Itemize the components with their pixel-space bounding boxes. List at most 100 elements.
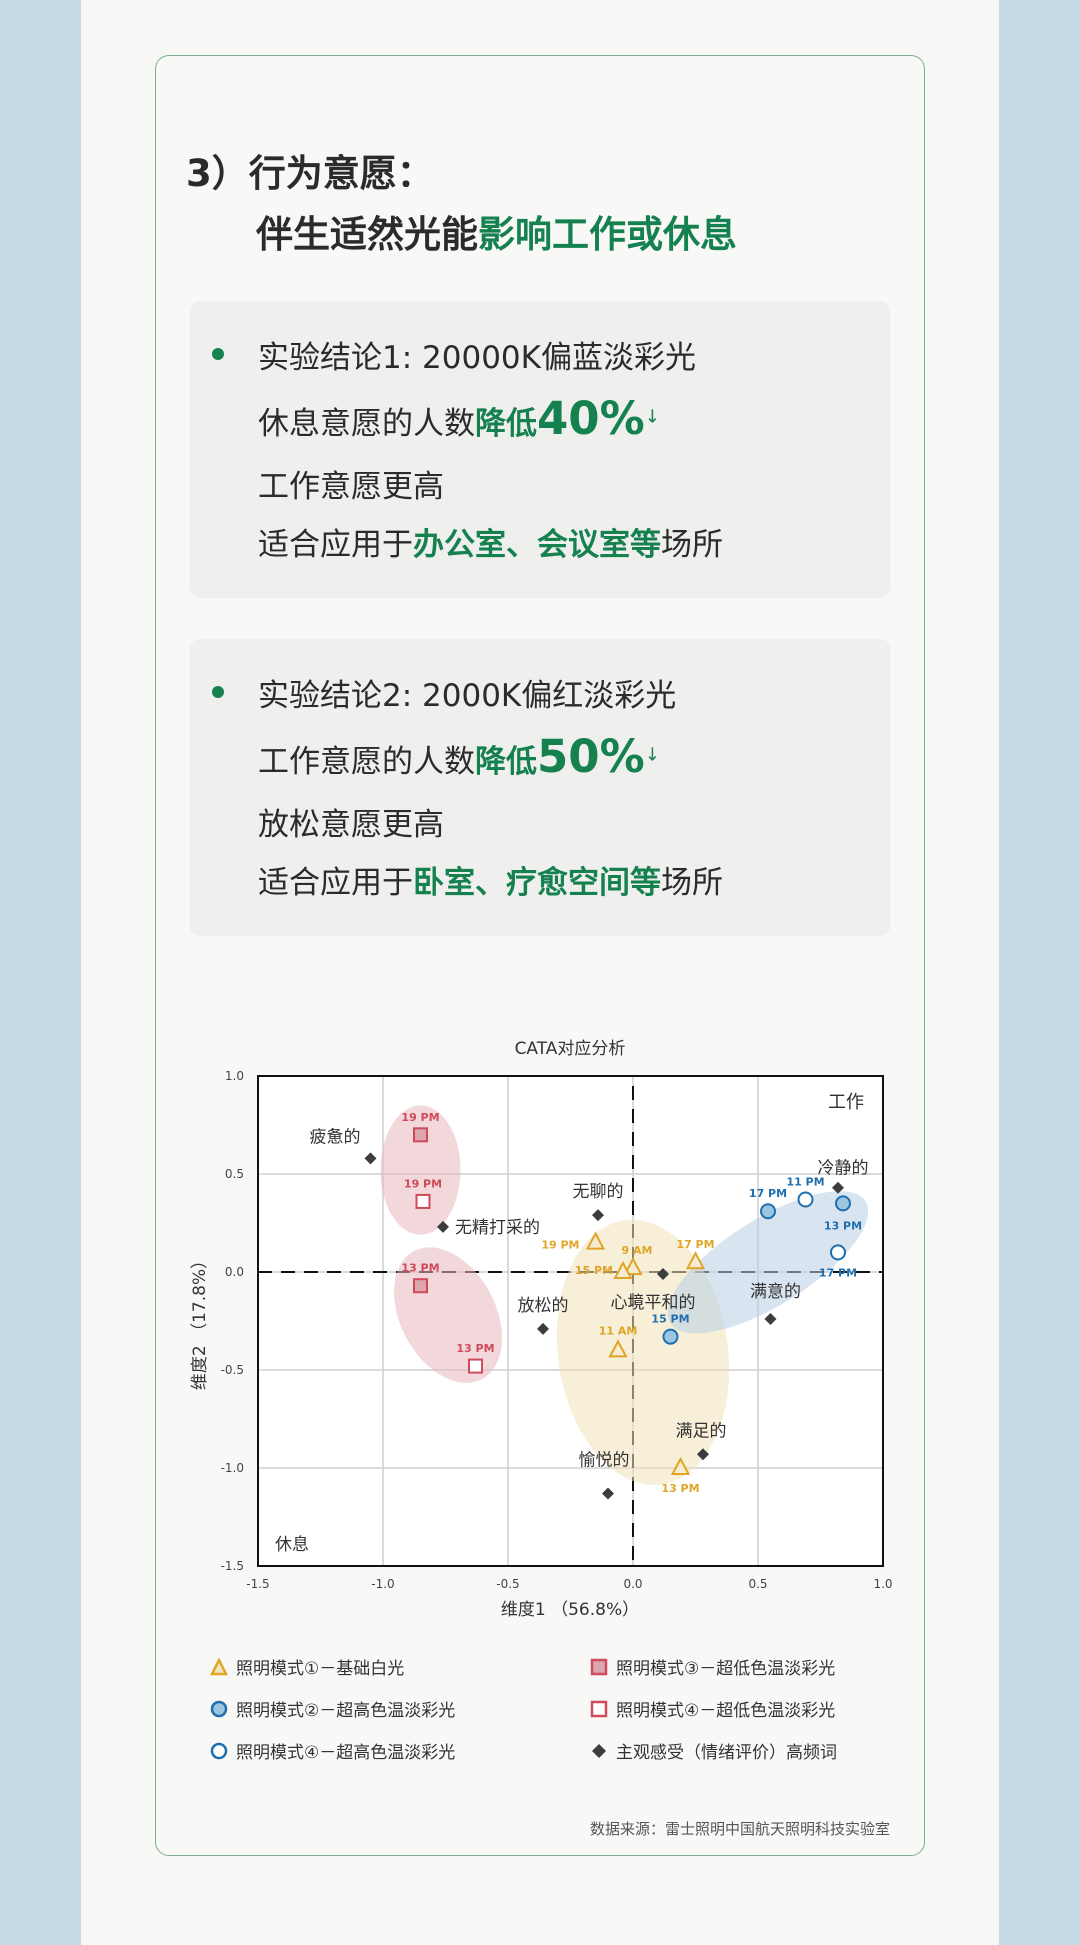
line4-tail: 场所 xyxy=(661,865,723,901)
point-label: 13 PM xyxy=(401,1262,439,1275)
circle-point xyxy=(797,1191,814,1208)
legend-label: 照明模式④－超低色温淡彩光 xyxy=(616,1701,836,1721)
bullet-icon xyxy=(212,348,224,360)
bullet-icon xyxy=(212,686,224,698)
stat-highlight: 降低 xyxy=(475,406,537,442)
keyword-label: 心境平和的 xyxy=(611,1293,696,1313)
keyword-label: 冷静的 xyxy=(818,1159,869,1179)
diamond-point xyxy=(437,1220,449,1233)
square-point xyxy=(468,1358,483,1374)
triangle-point xyxy=(613,1260,633,1279)
legend-item-mode4-high: 照明模式④－超高色温淡彩光 xyxy=(210,1738,455,1763)
quadrant-label-work: 工作 xyxy=(828,1092,864,1113)
point-label: 11 AM xyxy=(599,1324,638,1337)
point-label: 15 PM xyxy=(575,1264,613,1277)
keyword-label: 满足的 xyxy=(676,1421,727,1441)
point-label: 13 PM xyxy=(824,1219,862,1232)
line4-tail: 场所 xyxy=(661,527,723,563)
line4-text: 适合应用于 xyxy=(258,865,413,901)
y-tick-label: -1.0 xyxy=(221,1461,244,1475)
plot-frame xyxy=(257,1075,884,1567)
stat-percent: 50% xyxy=(537,730,645,783)
point-label: 15 PM xyxy=(651,1313,689,1326)
legend-label: 照明模式③－超低色温淡彩光 xyxy=(616,1659,836,1679)
section-heading-line1: 3）行为意愿： xyxy=(186,152,434,195)
conclusion-line3: 放松意愿更高 xyxy=(258,807,444,843)
x-tick-label: -0.5 xyxy=(496,1577,519,1591)
legend-item-keywords: 主观感受（情绪评价）高频词 xyxy=(590,1738,837,1763)
triangle-point xyxy=(670,1456,691,1475)
conclusion-stat: 工作意愿的人数降低50%↓ xyxy=(258,730,660,783)
keyword-label: 愉悦的 xyxy=(579,1450,630,1470)
triangle-point xyxy=(608,1339,628,1358)
point-label: 9 AM xyxy=(622,1244,653,1257)
diamond-point xyxy=(602,1487,614,1500)
legend-label: 照明模式①－基础白光 xyxy=(236,1659,405,1679)
x-tick-label: 0.0 xyxy=(623,1577,642,1591)
diamond-point xyxy=(537,1322,549,1335)
stat-highlight: 降低 xyxy=(475,744,537,780)
y-tick-label: -0.5 xyxy=(221,1363,244,1377)
point-label: 17 PM xyxy=(749,1187,787,1200)
diamond-point xyxy=(364,1152,377,1165)
x-tick-label: -1.5 xyxy=(246,1577,269,1591)
diamond-point xyxy=(832,1181,844,1194)
point-label: 19 PM xyxy=(541,1239,579,1252)
diamond-point xyxy=(697,1448,709,1461)
conclusion-title: 实验结论2: 2000K偏红淡彩光 xyxy=(258,678,677,714)
legend-item-mode4-low: 照明模式④－超低色温淡彩光 xyxy=(590,1696,835,1721)
conclusion-stat: 休息意愿的人数降低40%↓ xyxy=(258,392,660,445)
legend-label: 照明模式②－超高色温淡彩光 xyxy=(236,1701,456,1721)
point-label: 19 PM xyxy=(401,1111,439,1124)
line4-text: 适合应用于 xyxy=(258,527,413,563)
square-point xyxy=(413,1278,428,1294)
circle-point xyxy=(760,1203,776,1220)
x-tick-label: 1.0 xyxy=(873,1577,892,1591)
legend-label: 主观感受（情绪评价）高频词 xyxy=(616,1743,837,1763)
conclusion-line3: 工作意愿更高 xyxy=(258,469,444,505)
legend-item-mode1: 照明模式①－基础白光 xyxy=(210,1654,404,1679)
triangle-point xyxy=(623,1256,643,1276)
quadrant-label-rest: 休息 xyxy=(275,1535,309,1555)
open-circle-marker-icon xyxy=(210,1742,228,1759)
conclusion-line4: 适合应用于办公室、会议室等场所 xyxy=(258,519,723,564)
stat-percent: 40% xyxy=(537,392,645,445)
conclusion-line4: 适合应用于卧室、疗愈空间等场所 xyxy=(258,857,723,902)
diamond-point xyxy=(764,1313,777,1326)
filled-circle-marker-icon xyxy=(210,1700,228,1717)
legend-item-mode3: 照明模式③－超低色温淡彩光 xyxy=(590,1654,835,1679)
arrow-down-icon: ↓ xyxy=(644,744,660,766)
point-label: 13 PM xyxy=(661,1482,699,1495)
y-tick-label: 0.0 xyxy=(225,1265,244,1279)
x-tick-label: 0.5 xyxy=(748,1577,767,1591)
section-heading-line2: 伴生适然光能影响工作或休息 xyxy=(256,204,737,258)
square-point xyxy=(413,1127,428,1143)
heading-plain: 伴生适然光能 xyxy=(256,213,478,256)
y-tick-label: 0.5 xyxy=(225,1167,244,1181)
point-label: 13 PM xyxy=(456,1342,494,1355)
conclusion-title: 实验结论1: 20000K偏蓝淡彩光 xyxy=(258,340,696,376)
x-axis-label: 维度1 （56.8%） xyxy=(501,1600,639,1620)
triangle-point xyxy=(585,1231,606,1250)
chart-title: CATA对应分析 xyxy=(515,1039,626,1059)
y-tick-label: -1.5 xyxy=(221,1559,244,1573)
point-label: 19 PM xyxy=(404,1177,442,1190)
arrow-down-icon: ↓ xyxy=(644,406,660,428)
diamond-marker-icon xyxy=(592,1743,606,1758)
cluster-blue-ellipse xyxy=(667,1191,869,1334)
y-tick-label: 1.0 xyxy=(225,1069,244,1083)
square-point xyxy=(415,1193,431,1209)
heading-highlight: 影响工作或休息 xyxy=(478,213,737,256)
keyword-label: 无聊的 xyxy=(573,1182,624,1202)
conclusion-box-1: 实验结论1: 20000K偏蓝淡彩光 休息意愿的人数降低40%↓ 工作意愿更高 … xyxy=(190,301,890,598)
keyword-label: 疲惫的 xyxy=(310,1127,361,1147)
cata-chart: CATA对应分析 -1.5 -1.0 -0.5 0.0 0.5 1.0 1.0 0.5 0.0 -… xyxy=(190,1039,893,1620)
legend-item-mode2: 照明模式②－超高色温淡彩光 xyxy=(210,1696,455,1721)
y-axis-label: 维度2 （17.8%） xyxy=(190,1252,210,1390)
x-tick-label: -1.0 xyxy=(371,1577,394,1591)
diamond-point xyxy=(592,1209,604,1222)
diamond-point xyxy=(657,1267,669,1280)
stat-text: 工作意愿的人数 xyxy=(258,744,475,780)
point-label: 11 PM xyxy=(786,1175,824,1188)
open-square-marker-icon xyxy=(590,1700,608,1717)
